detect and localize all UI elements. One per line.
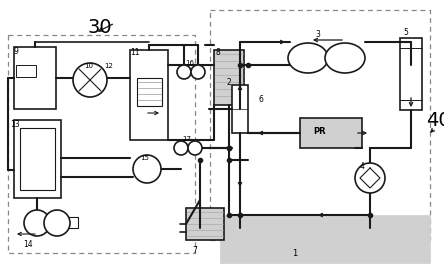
Bar — [214, 50, 244, 105]
Text: 11: 11 — [130, 48, 139, 57]
Bar — [210, 10, 430, 240]
Text: 4: 4 — [360, 162, 365, 171]
Bar — [300, 118, 362, 148]
Text: 40: 40 — [426, 110, 444, 129]
Text: 12: 12 — [104, 63, 113, 69]
Circle shape — [188, 141, 202, 155]
Bar — [16, 65, 36, 77]
Ellipse shape — [288, 43, 328, 73]
Circle shape — [177, 65, 191, 79]
Bar — [130, 50, 168, 140]
Circle shape — [44, 210, 70, 236]
Text: 5: 5 — [403, 28, 408, 37]
Text: 3: 3 — [315, 30, 320, 39]
Text: 9: 9 — [13, 47, 18, 56]
Text: 13: 13 — [10, 120, 20, 129]
Text: 1: 1 — [293, 249, 297, 258]
Text: 16: 16 — [185, 60, 194, 66]
Circle shape — [355, 163, 385, 193]
Text: 2: 2 — [226, 78, 231, 87]
Circle shape — [191, 65, 205, 79]
Text: 14: 14 — [23, 240, 32, 249]
Text: 10: 10 — [84, 63, 93, 69]
Text: PR: PR — [313, 127, 325, 136]
Bar — [232, 85, 248, 133]
Circle shape — [174, 141, 188, 155]
Bar — [14, 120, 61, 198]
Text: 17: 17 — [182, 136, 191, 142]
Text: 15: 15 — [140, 155, 149, 161]
Text: 8: 8 — [215, 48, 220, 57]
Circle shape — [133, 155, 161, 183]
Bar — [14, 47, 56, 109]
Bar — [8, 35, 195, 253]
Bar — [400, 38, 422, 110]
Bar — [67, 217, 78, 228]
Circle shape — [73, 63, 107, 97]
Ellipse shape — [325, 43, 365, 73]
Text: 7: 7 — [192, 246, 197, 255]
Text: 30: 30 — [87, 18, 112, 37]
Bar — [220, 215, 430, 263]
Text: 6: 6 — [258, 95, 263, 104]
Bar — [137, 78, 162, 106]
Bar — [186, 208, 224, 240]
Bar — [20, 128, 55, 190]
Circle shape — [24, 210, 50, 236]
